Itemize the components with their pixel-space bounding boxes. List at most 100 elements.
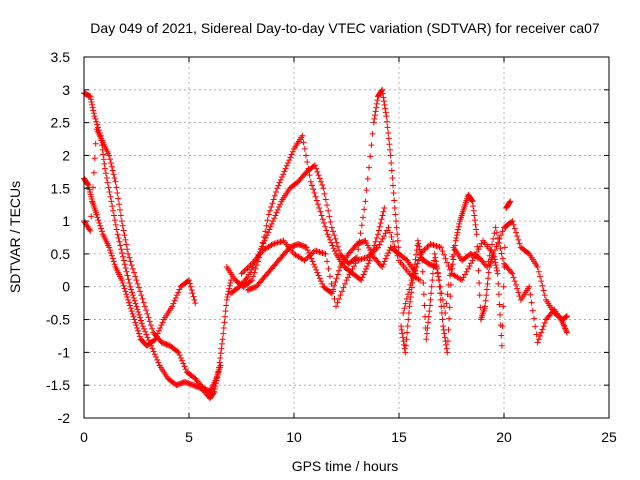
series-track-c xyxy=(81,126,224,395)
data-point xyxy=(90,169,97,176)
data-point xyxy=(402,342,409,349)
data-point xyxy=(114,189,121,196)
data-point xyxy=(382,230,389,237)
data-point xyxy=(265,229,272,236)
data-point xyxy=(261,237,268,244)
data-point xyxy=(385,135,392,142)
data-point xyxy=(376,241,383,248)
data-point xyxy=(490,250,497,257)
data-point xyxy=(113,226,120,233)
data-point xyxy=(382,105,389,112)
data-point xyxy=(139,323,146,330)
data-point xyxy=(282,165,289,172)
data-point xyxy=(469,257,476,264)
data-point xyxy=(388,159,395,166)
data-point xyxy=(131,316,138,323)
data-point xyxy=(515,289,522,296)
x-tick-label: 0 xyxy=(80,429,88,445)
x-tick-label: 20 xyxy=(496,429,512,445)
data-point xyxy=(494,270,501,277)
data-point xyxy=(373,100,380,107)
data-point xyxy=(475,267,482,274)
data-point xyxy=(94,121,101,128)
data-point xyxy=(435,270,441,277)
data-point xyxy=(141,303,148,310)
data-point xyxy=(445,326,452,333)
data-point xyxy=(511,278,518,285)
data-point xyxy=(501,244,508,251)
data-point xyxy=(332,279,339,286)
data-point xyxy=(439,248,446,255)
data-point xyxy=(328,224,335,231)
data-point xyxy=(264,232,270,239)
data-point xyxy=(468,197,475,204)
data-point xyxy=(124,294,131,301)
data-point xyxy=(492,247,498,254)
data-point xyxy=(563,328,570,335)
data-point xyxy=(564,313,570,320)
data-point xyxy=(427,296,434,303)
data-point xyxy=(421,302,428,309)
data-point xyxy=(134,280,141,287)
data-point xyxy=(493,229,500,236)
x-axis-label: GPS time / hours xyxy=(292,458,399,474)
data-point xyxy=(108,163,115,170)
data-point xyxy=(276,204,282,211)
data-point xyxy=(121,261,128,268)
data-point xyxy=(535,336,542,343)
data-point xyxy=(364,175,371,182)
data-point xyxy=(371,115,378,122)
data-point xyxy=(495,239,501,246)
data-point xyxy=(439,316,446,323)
data-point xyxy=(128,286,135,293)
data-point xyxy=(355,246,362,253)
data-point xyxy=(119,249,126,256)
data-point xyxy=(378,216,385,223)
data-point xyxy=(118,218,125,225)
data-point xyxy=(383,113,390,120)
data-point xyxy=(100,151,107,158)
data-point xyxy=(403,336,410,343)
data-point xyxy=(445,263,452,270)
data-point xyxy=(412,256,419,263)
data-point xyxy=(429,270,436,277)
data-point xyxy=(288,151,295,158)
data-point xyxy=(326,213,333,220)
data-point xyxy=(127,305,134,312)
data-point xyxy=(426,302,433,309)
data-point xyxy=(318,178,324,185)
data-point xyxy=(311,189,318,196)
data-point xyxy=(119,222,126,229)
data-point xyxy=(285,159,291,166)
data-point xyxy=(317,208,324,215)
data-point xyxy=(377,219,384,226)
data-point xyxy=(388,234,395,241)
data-point xyxy=(270,218,276,225)
data-point xyxy=(399,334,406,341)
data-point xyxy=(492,262,499,269)
data-point xyxy=(115,234,122,241)
data-point xyxy=(125,296,132,303)
data-point xyxy=(498,342,505,349)
data-point xyxy=(286,157,293,164)
data-point xyxy=(123,241,130,248)
data-point xyxy=(128,262,135,269)
data-point xyxy=(478,240,485,247)
data-point xyxy=(321,219,327,226)
data-point xyxy=(564,329,570,336)
data-point xyxy=(97,222,104,229)
data-point xyxy=(125,250,132,257)
data-point xyxy=(332,235,339,242)
data-point xyxy=(312,193,319,200)
data-point xyxy=(315,172,322,179)
data-point xyxy=(462,271,468,278)
data-point xyxy=(252,265,259,272)
data-point xyxy=(125,276,132,283)
data-point xyxy=(126,302,133,309)
data-point xyxy=(139,295,146,302)
data-point xyxy=(143,331,150,338)
data-point xyxy=(280,171,287,178)
data-point xyxy=(154,356,161,363)
data-point xyxy=(136,333,143,340)
data-point xyxy=(514,285,521,292)
